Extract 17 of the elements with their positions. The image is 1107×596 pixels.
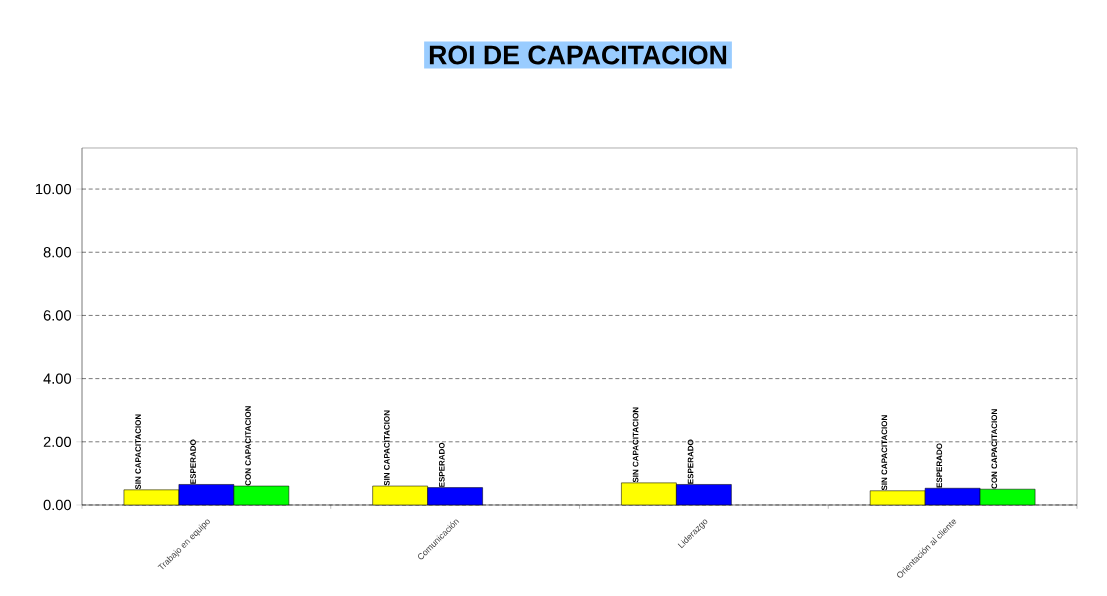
text: ESPERADO <box>438 442 445 487</box>
text: ESPERADO <box>687 439 694 484</box>
chart-title: ROI DE CAPACITACION <box>429 45 727 65</box>
text: ESPERADO <box>936 443 943 488</box>
text: CON CAPACITACION <box>991 409 998 489</box>
text: CON CAPACITACION <box>245 406 251 486</box>
y-tick-label: 8.00 <box>43 247 72 258</box>
text: SIN CAPACITACION <box>881 415 888 491</box>
y-tick-label: 6.00 <box>43 310 72 321</box>
y-tick-label: 10.00 <box>36 183 72 195</box>
text: SIN CAPACITACION <box>135 414 141 490</box>
text: SIN CAPACITACION <box>384 410 390 486</box>
text: ESPERADO <box>190 439 196 484</box>
y-tick-label: 2.00 <box>43 436 72 447</box>
text: SIN CAPACITACION <box>632 407 639 483</box>
y-tick-label: 4.00 <box>43 373 72 384</box>
y-tick-label: 0.00 <box>43 499 72 511</box>
